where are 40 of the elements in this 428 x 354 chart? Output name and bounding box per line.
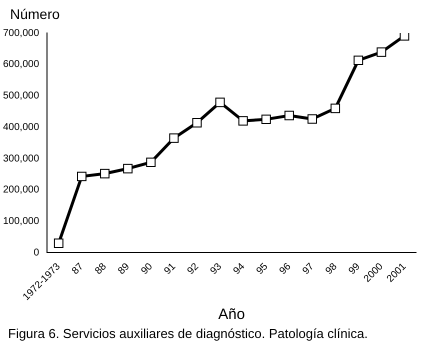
x-tick-label: 89 (116, 260, 132, 277)
x-axis-title: Año (218, 306, 245, 324)
y-tick-label: 500,000 (2, 90, 40, 102)
point (308, 114, 318, 124)
point (215, 98, 225, 108)
point (192, 118, 202, 128)
x-tick-label: 95 (254, 260, 271, 277)
x-tick-label: 91 (162, 260, 178, 277)
x-tick-label: 92 (185, 260, 202, 277)
x-tick-label: 93 (208, 260, 224, 277)
y-tick-label: 600,000 (2, 59, 40, 70)
y-tick-label: 400,000 (2, 122, 40, 133)
point (376, 47, 386, 57)
y-tick-label: 300,000 (2, 153, 40, 164)
point (169, 133, 179, 143)
point (54, 238, 64, 248)
point (76, 172, 86, 182)
y-tick-label: 100,000 (2, 216, 40, 228)
point (284, 110, 294, 120)
text: Figura 6. Servicios auxiliares de diagnóstico. Patología clínica. (8, 326, 368, 341)
y-tick-label: 700,000 (2, 28, 40, 39)
point (400, 33, 410, 41)
point (100, 168, 110, 178)
y-axis-title: Número (10, 6, 60, 22)
x-tick-label: 88 (93, 260, 110, 277)
x-tick-label: 94 (232, 260, 248, 277)
point (330, 104, 340, 114)
x-tick-label: 98 (324, 260, 340, 277)
point (123, 164, 133, 174)
x-tick-label: 87 (70, 260, 86, 277)
x-tick-label: 97 (300, 260, 317, 277)
x-tick-label: 90 (139, 260, 156, 277)
y-tick-label: 200,000 (2, 184, 40, 196)
x-tick-label: 96 (278, 260, 294, 277)
x-tick-label: 99 (346, 260, 363, 277)
point (261, 114, 271, 124)
point (238, 116, 248, 126)
point (354, 56, 364, 66)
y-tick-label: 0 (34, 247, 40, 258)
point (146, 158, 156, 168)
